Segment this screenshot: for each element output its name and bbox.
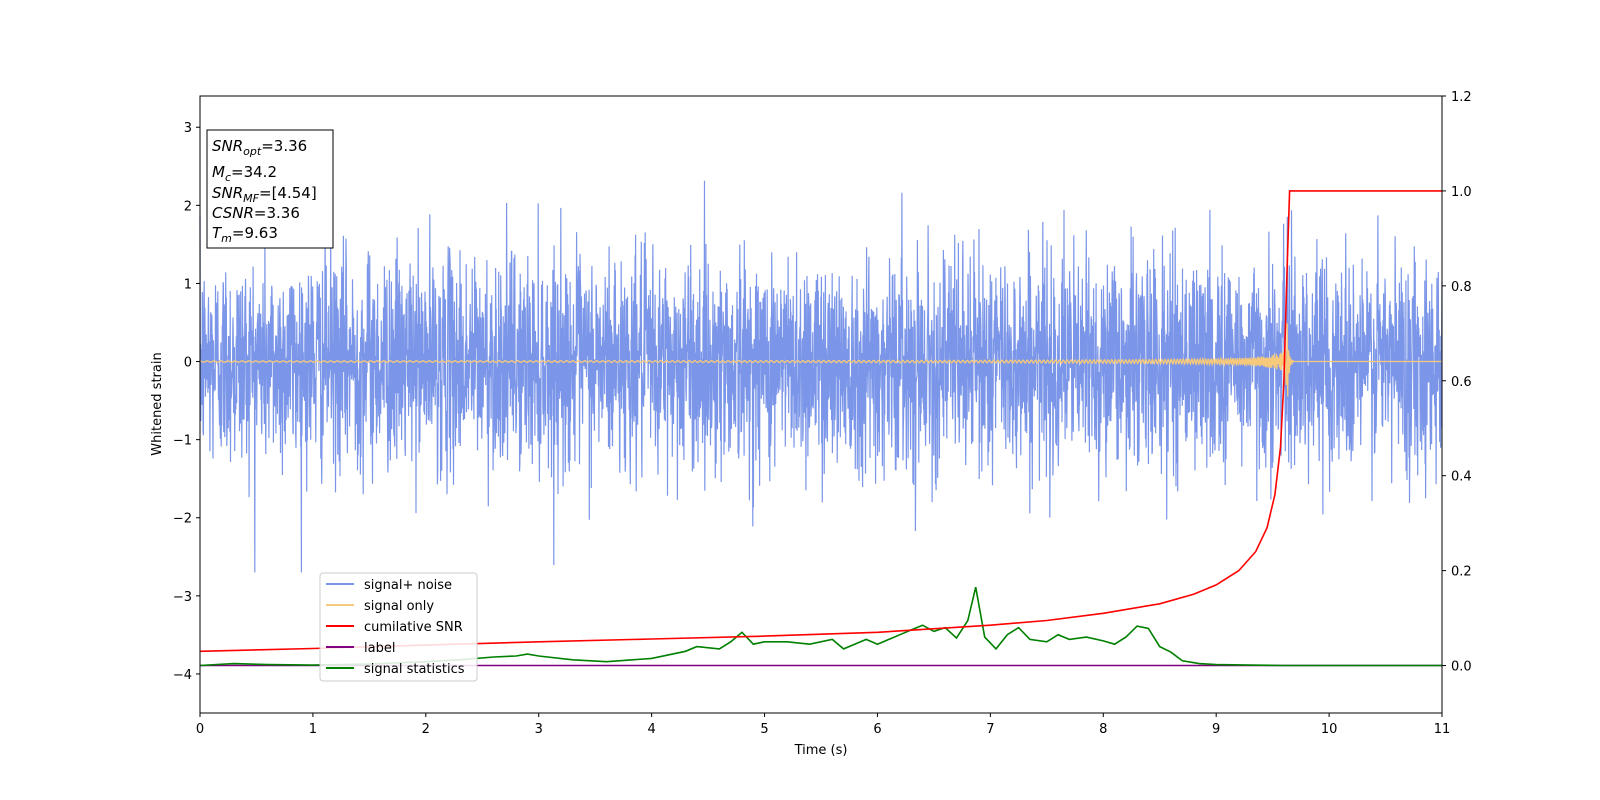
info-line-mc: Mc=34.2 <box>212 163 277 184</box>
signal-only-layer <box>199 323 1442 397</box>
x-tick-label: 1 <box>309 722 317 737</box>
x-tick-label: 5 <box>760 722 768 737</box>
legend-label-label: label <box>364 641 395 656</box>
info-line-csnr: CSNR=3.36 <box>212 204 300 222</box>
y-left-tick-label: −4 <box>173 668 192 683</box>
y-right-tick-label: 0.6 <box>1451 375 1472 390</box>
x-axis-ticks: 0 1 2 3 4 5 6 7 8 9 10 11 <box>196 713 1450 737</box>
x-tick-label: 2 <box>422 722 430 737</box>
x-tick-label: 9 <box>1212 722 1220 737</box>
y-left-tick-label: 0 <box>184 356 192 371</box>
y-axis-left-ticks: −4 −3 −2 −1 0 1 2 3 <box>173 121 200 683</box>
y-left-tick-label: −3 <box>173 590 192 605</box>
series-signal-statistics <box>199 587 1442 667</box>
y-left-tick-label: 3 <box>184 121 192 136</box>
x-tick-label: 0 <box>196 722 204 737</box>
y-right-tick-label: 0.2 <box>1451 565 1472 580</box>
legend-label-signal-only: signal only <box>364 599 434 614</box>
info-box: SNRopt=3.36 Mc=34.2 SNRMF=[4.54] CSNR=3.… <box>206 129 334 249</box>
y-axis-right-ticks: 0.0 0.2 0.4 0.6 0.8 1.0 1.2 <box>1442 90 1472 675</box>
x-tick-label: 6 <box>873 722 881 737</box>
x-tick-label: 7 <box>986 722 994 737</box>
x-tick-label: 3 <box>535 722 543 737</box>
legend-label-cumulative-snr: cumilative SNR <box>364 620 463 635</box>
series-signal-only <box>199 323 1442 397</box>
x-tick-label: 8 <box>1099 722 1107 737</box>
y-right-tick-label: 1.0 <box>1451 185 1472 200</box>
y-axis-label: Whitened strain <box>150 352 165 455</box>
x-tick-label: 10 <box>1321 722 1338 737</box>
legend-label-signal-noise: signal+ noise <box>364 578 452 593</box>
x-axis-label: Time (s) <box>794 743 848 758</box>
legend: signal+ noise signal only cumilative SNR… <box>319 572 478 682</box>
info-line-snr-mf: SNRMF=[4.54] <box>212 184 317 205</box>
noise-series-layer <box>199 180 1443 573</box>
x-tick-label: 4 <box>647 722 655 737</box>
y-left-tick-label: 1 <box>184 277 192 292</box>
y-left-tick-label: −1 <box>173 434 192 449</box>
info-box-frame <box>206 129 334 249</box>
y-right-tick-label: 0.0 <box>1451 660 1472 675</box>
series-cumulative-snr <box>199 190 1442 653</box>
y-right-tick-label: 0.8 <box>1451 280 1472 295</box>
series-signal-noise <box>199 180 1443 573</box>
legend-frame <box>319 572 478 682</box>
legend-label-signal-statistics: signal statistics <box>364 662 465 677</box>
plot-frame <box>199 95 1443 714</box>
info-line-snr-opt: SNRopt=3.36 <box>212 137 307 158</box>
y-right-tick-label: 0.4 <box>1451 470 1472 485</box>
y-right-tick-label: 1.2 <box>1451 90 1472 105</box>
info-line-tm: Tm=9.63 <box>212 224 278 245</box>
x-tick-label: 11 <box>1434 722 1451 737</box>
y-left-tick-label: −2 <box>173 512 192 527</box>
y-left-tick-label: 2 <box>184 199 192 214</box>
